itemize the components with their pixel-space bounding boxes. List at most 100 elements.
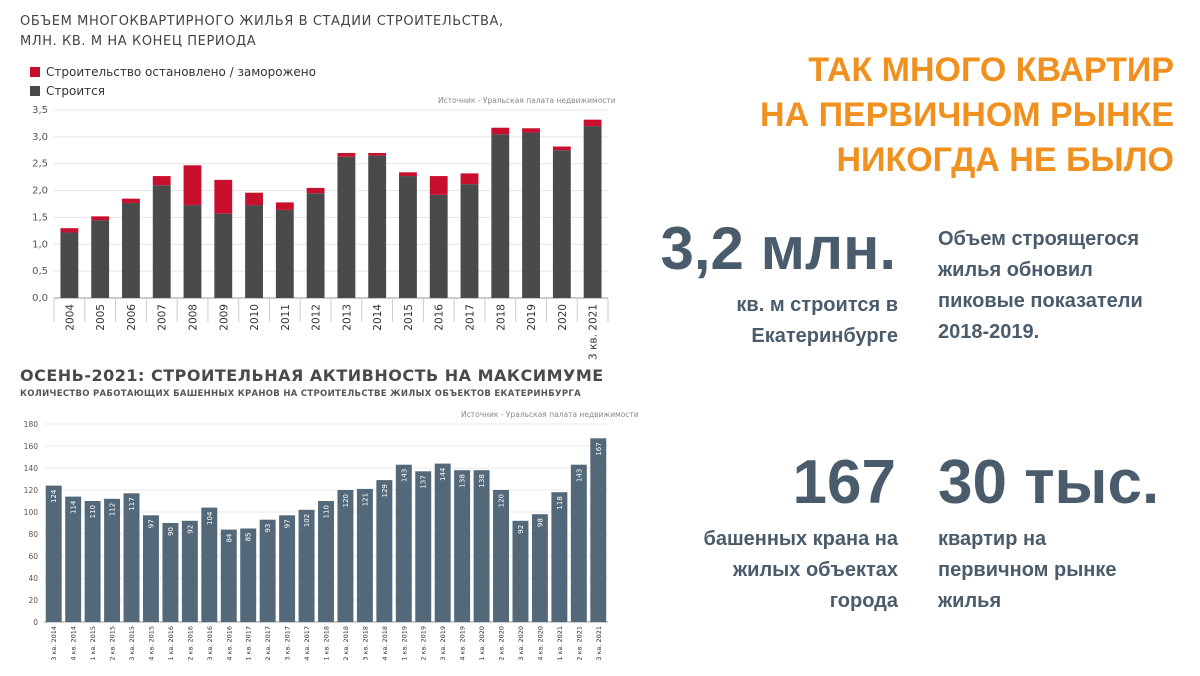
x-tick-label: 3 кв. 2014 xyxy=(50,626,58,661)
x-tick-label: 2013 xyxy=(341,304,353,331)
y-tick-label: 1,0 xyxy=(32,239,48,250)
x-tick-label: 4 кв. 2014 xyxy=(70,626,78,661)
data-label: 92 xyxy=(186,525,194,534)
bar-cranes xyxy=(570,464,587,622)
x-tick-label: 2019 xyxy=(526,304,538,331)
x-tick-label: 2008 xyxy=(188,304,200,331)
legend-label-building: Строится xyxy=(46,83,105,98)
data-label: 137 xyxy=(420,475,428,488)
x-tick-label: 1 кв. 2018 xyxy=(323,626,331,661)
chart1-legend: Строительство остановлено / заморожено С… xyxy=(30,62,316,100)
bar-building xyxy=(91,220,110,298)
x-tick-label: 3 кв. 2021 xyxy=(588,304,600,360)
stat-flats-desc-line1: квартир на xyxy=(938,528,1047,550)
stat-peak-desc-line1: Объем строящегося xyxy=(938,228,1140,250)
y-tick-label: 120 xyxy=(24,486,39,495)
bar-building xyxy=(183,205,202,298)
bar-frozen xyxy=(275,202,294,210)
bar-cranes xyxy=(434,463,451,622)
bar-cranes xyxy=(415,471,432,622)
bar-frozen xyxy=(214,179,233,214)
bar-building xyxy=(460,184,479,298)
data-label: 104 xyxy=(206,511,214,525)
y-tick-label: 0,0 xyxy=(32,293,48,304)
y-tick-label: 180 xyxy=(24,420,39,429)
bar-building xyxy=(275,209,294,298)
bar-building xyxy=(368,155,387,298)
chart1-title-line1: ОБЪЕМ МНОГОКВАРТИРНОГО ЖИЛЬЯ В СТАДИИ СТ… xyxy=(20,14,504,29)
x-tick-label: 2 кв. 2021 xyxy=(575,626,583,661)
x-tick-label: 2 кв. 2020 xyxy=(498,626,506,661)
bar-building xyxy=(214,213,233,298)
x-tick-label: 1 кв. 2020 xyxy=(478,626,486,661)
x-tick-label: 4 кв. 2020 xyxy=(536,626,544,661)
bar-building xyxy=(122,202,140,298)
data-label: 129 xyxy=(381,484,389,497)
stat-cranes-desc-line3: города xyxy=(829,590,898,612)
x-tick-label: 4 кв. 2017 xyxy=(303,626,311,661)
data-label: 110 xyxy=(89,505,97,518)
y-tick-label: 100 xyxy=(24,508,39,517)
bar-building xyxy=(491,134,510,298)
stat-flats-desc-line2: первичном рынке xyxy=(938,559,1117,581)
x-tick-label: 2 кв. 2015 xyxy=(109,626,117,661)
x-tick-label: 3 кв. 2019 xyxy=(439,626,447,661)
bar-cranes xyxy=(395,464,412,622)
data-label: 138 xyxy=(459,474,467,487)
data-label: 92 xyxy=(517,525,525,534)
x-tick-label: 2018 xyxy=(495,304,507,331)
x-tick-label: 3 кв. 2020 xyxy=(517,626,525,661)
bar-cranes xyxy=(104,498,121,622)
bar-cranes xyxy=(142,515,159,622)
bar-frozen xyxy=(306,187,325,194)
x-tick-label: 3 кв. 2021 xyxy=(595,626,603,661)
x-tick-label: 1 кв. 2019 xyxy=(400,626,408,661)
bar-cranes xyxy=(454,470,471,622)
bar-building xyxy=(306,193,325,298)
data-label: 110 xyxy=(323,505,331,518)
x-tick-label: 2007 xyxy=(157,304,169,331)
bar-cranes xyxy=(123,493,140,622)
data-label: 98 xyxy=(536,518,544,527)
y-tick-label: 160 xyxy=(24,442,39,451)
bar-frozen xyxy=(491,127,510,135)
data-label: 90 xyxy=(167,527,175,536)
x-tick-label: 2020 xyxy=(557,304,569,331)
x-tick-label: 2 кв. 2017 xyxy=(264,626,272,661)
x-tick-label: 2 кв. 2018 xyxy=(342,626,350,661)
headline-line2: НА ПЕРВИЧНОМ РЫНКЕ xyxy=(760,96,1174,134)
chart1-title: ОБЪЕМ МНОГОКВАРТИРНОГО ЖИЛЬЯ В СТАДИИ СТ… xyxy=(20,12,540,52)
data-label: 118 xyxy=(556,496,564,509)
bar-cranes xyxy=(356,488,373,622)
x-tick-label: 2014 xyxy=(372,304,384,331)
x-tick-label: 4 кв. 2018 xyxy=(381,626,389,661)
bar-cranes xyxy=(376,480,393,622)
bar-building xyxy=(583,126,602,298)
headline: ТАК МНОГО КВАРТИР НА ПЕРВИЧНОМ РЫНКЕ НИК… xyxy=(654,48,1174,183)
data-label: 143 xyxy=(400,469,408,482)
chart2-subtitle: КОЛИЧЕСТВО РАБОТАЮЩИХ БАШЕННЫХ КРАНОВ НА… xyxy=(20,389,581,399)
y-tick-label: 0 xyxy=(33,618,38,627)
data-label: 84 xyxy=(225,533,233,542)
bar-building xyxy=(399,176,417,298)
bar-frozen xyxy=(460,173,479,185)
bar-frozen xyxy=(552,146,571,151)
legend-item-frozen: Строительство остановлено / заморожено xyxy=(30,62,316,81)
y-tick-label: 2,5 xyxy=(32,159,48,170)
x-tick-label: 1 кв. 2021 xyxy=(556,626,564,661)
bar-cranes xyxy=(512,520,529,622)
stat-area-desc-line2: Екатеринбурге xyxy=(751,325,898,347)
x-tick-label: 2015 xyxy=(403,304,415,331)
stat-area-desc-line1: кв. м строится в xyxy=(736,294,898,316)
stat-cranes-desc: башенных крана на жилых объектах города xyxy=(703,524,898,617)
bar-frozen xyxy=(245,192,263,206)
chart1-plot: 0,0 0,5 1,0 1,5 2,0 2,5 3,0 3,5 2004 2005 2006 2007… xyxy=(32,105,609,360)
x-tick-label: 1 кв. 2015 xyxy=(89,626,97,661)
x-tick-label: 2017 xyxy=(465,304,477,331)
x-tick-label: 2010 xyxy=(249,304,261,331)
bar-frozen xyxy=(183,165,202,206)
bar-frozen xyxy=(399,172,417,177)
x-tick-label: 3 кв. 2015 xyxy=(128,626,136,661)
y-tick-label: 0,5 xyxy=(32,266,48,277)
bar-frozen xyxy=(522,128,540,133)
